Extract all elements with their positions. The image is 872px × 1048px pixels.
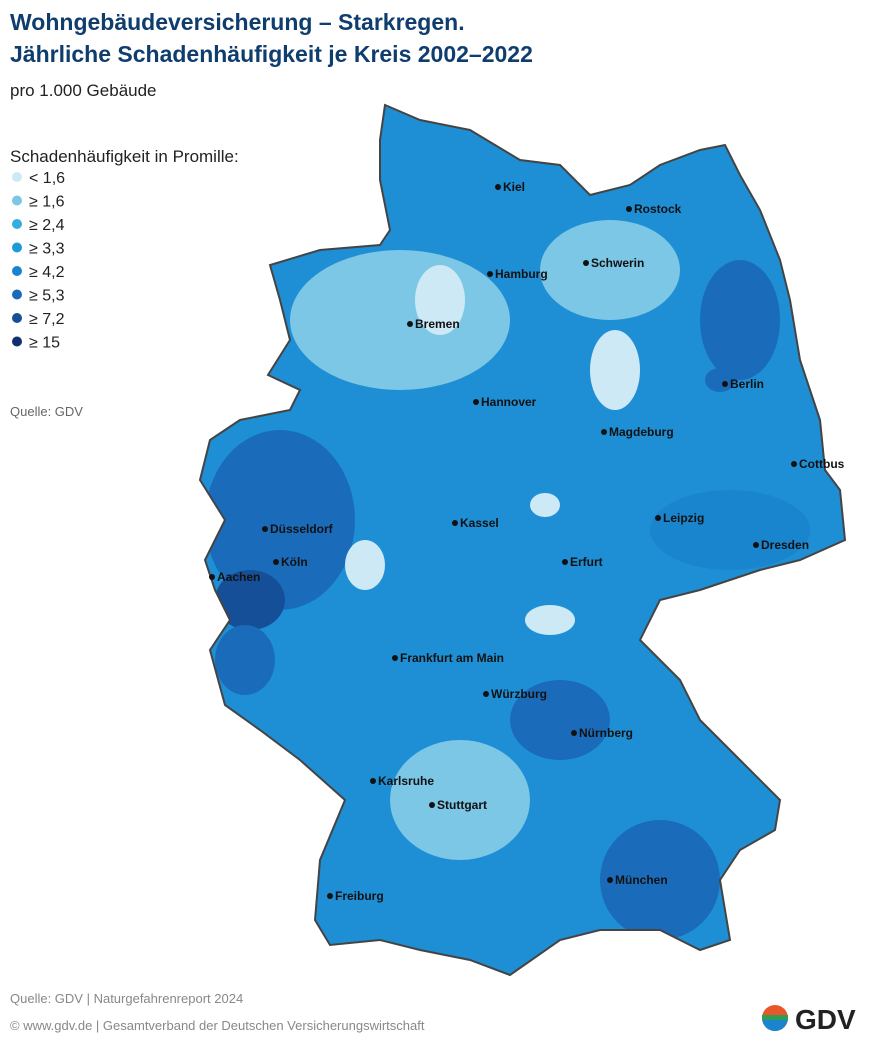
region — [590, 330, 640, 410]
city-label: Hannover — [481, 395, 537, 409]
legend-label: ≥ 4,2 — [29, 264, 65, 281]
city-label: Hamburg — [495, 267, 548, 281]
region — [525, 605, 575, 635]
legend-swatch — [12, 313, 22, 323]
legend-label: ≥ 5,3 — [29, 288, 65, 305]
cities: Kiel Rostock Hamburg Schwerin Bremen Berlin Ha… — [209, 180, 845, 903]
city-dot — [571, 730, 577, 736]
legend-swatch — [12, 172, 22, 182]
city-label: Karlsruhe — [378, 774, 434, 788]
logo-text: GDV — [795, 1004, 856, 1035]
subtitle: pro 1.000 Gebäude — [10, 81, 157, 100]
city-label: Kassel — [460, 516, 499, 530]
city-label: Bremen — [415, 317, 460, 331]
legend-swatch — [12, 219, 22, 229]
city-dot — [601, 429, 607, 435]
city-label: Aachen — [217, 570, 260, 584]
city-label: Würzburg — [491, 687, 547, 701]
logo-icon — [762, 1018, 788, 1031]
city-label: Köln — [281, 555, 308, 569]
city-dot — [483, 691, 489, 697]
logo-icon — [762, 1015, 788, 1020]
city-dot — [626, 206, 632, 212]
city-dot — [262, 526, 268, 532]
region — [215, 570, 285, 630]
region — [415, 265, 465, 335]
city-label: Nürnberg — [579, 726, 633, 740]
legend-swatch — [12, 266, 22, 276]
city-label: Cottbus — [799, 457, 845, 471]
legend-label: ≥ 15 — [29, 335, 60, 352]
city-label: Frankfurt am Main — [400, 651, 504, 665]
city-dot — [370, 778, 376, 784]
city-dot — [753, 542, 759, 548]
region — [215, 625, 275, 695]
city-dot — [429, 802, 435, 808]
region — [345, 540, 385, 590]
city-label: Leipzig — [663, 511, 704, 525]
title-line: Jährliche Schadenhäufigkeit je Kreis 200… — [10, 41, 533, 67]
city-label: Erfurt — [570, 555, 603, 569]
footer-copyright: © www.gdv.de | Gesamtverband der Deutsch… — [10, 1018, 425, 1033]
city-label: Berlin — [730, 377, 764, 391]
region — [705, 368, 735, 392]
legend-label: ≥ 3,3 — [29, 241, 65, 258]
city-dot — [273, 559, 279, 565]
city-label: Düsseldorf — [270, 522, 334, 536]
legend-swatch — [12, 336, 22, 347]
region — [650, 490, 810, 570]
city-label: Stuttgart — [437, 798, 487, 812]
germany-map — [200, 105, 845, 975]
source: Quelle: GDV — [10, 404, 83, 419]
legend-swatches: < 1,6 ≥ 1,6 ≥ 2,4 ≥ 3,3 ≥ 4,2 ≥ 5,3 ≥ 7,2 ≥ 15 — [12, 170, 65, 352]
city-label: Dresden — [761, 538, 809, 552]
city-dot — [392, 655, 398, 661]
city-dot — [209, 574, 215, 580]
city-label: München — [615, 873, 668, 887]
city-dot — [407, 321, 413, 327]
legend-swatch — [12, 242, 22, 253]
footer-source: Quelle: GDV | Naturgefahrenreport 2024 — [10, 991, 243, 1006]
region — [530, 493, 560, 517]
city-dot — [562, 559, 568, 565]
region — [390, 740, 530, 860]
region — [600, 820, 720, 940]
city-label: Rostock — [634, 202, 682, 216]
legend-label: ≥ 2,4 — [29, 217, 65, 234]
region — [540, 220, 680, 320]
legend-label: ≥ 1,6 — [29, 194, 65, 211]
city-dot — [327, 893, 333, 899]
city-dot — [487, 271, 493, 277]
city-label: Schwerin — [591, 256, 644, 270]
city-label: Freiburg — [335, 889, 384, 903]
region — [510, 680, 610, 760]
legend-label: < 1,6 — [29, 170, 65, 187]
city-dot — [655, 515, 661, 521]
title-line: Wohngebäudeversicherung – Starkregen. — [10, 9, 465, 35]
region — [205, 430, 355, 610]
legend-label: ≥ 7,2 — [29, 311, 65, 328]
legend-swatch — [12, 289, 22, 300]
city-dot — [722, 381, 728, 387]
legend-title: Schadenhäufigkeit in Promille: — [10, 147, 239, 166]
logo: GDV — [762, 1004, 856, 1035]
city-label: Kiel — [503, 180, 525, 194]
city-dot — [452, 520, 458, 526]
region — [290, 250, 510, 390]
city-dot — [607, 877, 613, 883]
city-label: Magdeburg — [609, 425, 674, 439]
legend-swatch — [12, 195, 22, 206]
city-dot — [791, 461, 797, 467]
city-dot — [495, 184, 501, 190]
city-dot — [583, 260, 589, 266]
region — [700, 260, 780, 380]
city-dot — [473, 399, 479, 405]
